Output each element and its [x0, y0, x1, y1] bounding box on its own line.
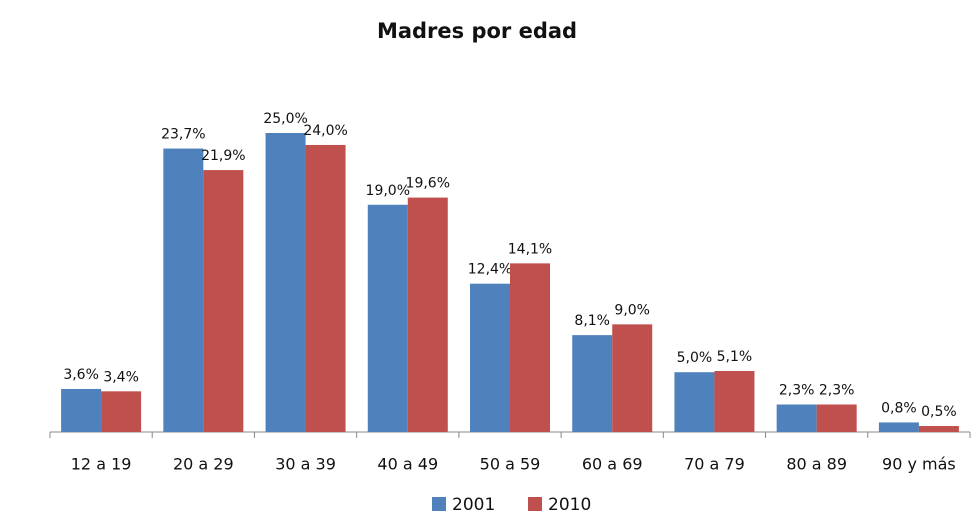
bar [101, 391, 142, 432]
bar [572, 335, 613, 432]
bar [816, 404, 857, 432]
legend-swatch [528, 497, 542, 511]
value-label: 2,3% [819, 382, 855, 398]
bar [163, 148, 204, 432]
value-label: 21,9% [201, 148, 245, 164]
x-tick-label: 50 a 59 [480, 455, 541, 474]
x-tick-label: 40 a 49 [377, 455, 438, 474]
value-label: 24,0% [303, 123, 347, 139]
legend-swatch [432, 497, 446, 511]
bar [203, 170, 244, 433]
value-label: 0,5% [921, 404, 957, 420]
bar [305, 144, 346, 432]
bar [674, 372, 715, 432]
x-tick-label: 60 a 69 [582, 455, 643, 474]
value-label: 2,3% [779, 382, 815, 398]
bar [714, 371, 755, 432]
legend-label: 2010 [548, 495, 591, 514]
value-label: 23,7% [161, 127, 205, 143]
bar [407, 197, 448, 432]
value-label: 3,6% [63, 367, 99, 383]
value-label: 19,0% [366, 183, 410, 199]
x-tick-label: 90 y más [882, 455, 956, 474]
chart-title: Madres por edad [377, 19, 577, 43]
bar [367, 204, 408, 432]
value-label: 5,1% [717, 349, 753, 365]
bar [265, 133, 306, 432]
x-tick-label: 30 a 39 [275, 455, 336, 474]
x-tick-label: 80 a 89 [786, 455, 847, 474]
bar [612, 324, 653, 432]
x-tick-label: 70 a 79 [684, 455, 745, 474]
value-label: 14,1% [508, 241, 552, 257]
bar [510, 263, 550, 432]
value-label: 19,6% [406, 176, 450, 192]
x-tick-label: 12 a 19 [71, 455, 132, 474]
value-label: 0,8% [881, 400, 917, 416]
value-label: 8,1% [574, 313, 610, 329]
bar [470, 283, 510, 432]
x-tick-label: 20 a 29 [173, 455, 234, 474]
value-label: 12,4% [468, 262, 512, 278]
value-label: 5,0% [677, 350, 713, 366]
legend-label: 2001 [452, 495, 495, 514]
value-label: 25,0% [263, 111, 307, 127]
value-label: 9,0% [614, 302, 650, 318]
bar [61, 388, 102, 432]
bar [878, 422, 919, 432]
bar [776, 404, 817, 432]
value-label: 3,4% [103, 369, 139, 385]
bar [918, 426, 959, 432]
